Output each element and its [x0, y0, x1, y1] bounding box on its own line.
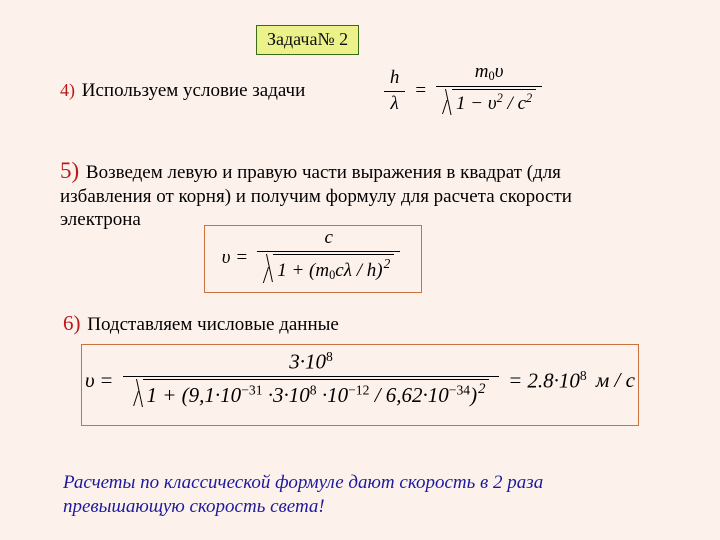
step-6: 6) Подставляем числовые данные	[63, 311, 543, 336]
f2-top: c	[319, 228, 339, 249]
f1-lhs-bot: λ	[384, 94, 404, 115]
formula-2: υ = c 1 + (m0cλ / h)2	[204, 225, 422, 293]
formula-1: h λ = m0υ 1 − υ2 / c2	[388, 62, 538, 124]
f2-lhs: υ	[222, 247, 231, 269]
f3-unit: м / с	[591, 368, 635, 393]
f3-result: 2.8·108	[527, 368, 586, 394]
f3-top: 3·108	[279, 349, 343, 374]
step-5: 5) Возведем левую и правую части выражен…	[60, 157, 620, 231]
equals-sign: =	[415, 80, 426, 102]
step-5-text: Возведем левую и правую части выражения …	[60, 162, 572, 230]
footnote: Расчеты по классической формуле дают ско…	[63, 471, 623, 519]
step-4-number: 4)	[60, 80, 75, 100]
step-4-text: Используем условие задачи	[82, 80, 306, 101]
step-6-text: Подставляем числовые данные	[87, 314, 339, 335]
step-5-number: 5)	[60, 158, 79, 183]
step-6-number: 6)	[63, 311, 81, 335]
f3-lhs: υ	[85, 368, 95, 393]
equals-sign: =	[237, 247, 248, 269]
equals-sign: =	[101, 368, 113, 393]
step-4: 4) Используем условие задачи	[60, 80, 400, 102]
formula-3: υ = 3·108 1 + (9,1·10−31 ·3·108 ·10−12 /…	[81, 344, 639, 426]
task-badge: Задача№ 2	[256, 25, 359, 55]
slide: { "layout": { "background_color": "#fdf1…	[0, 0, 720, 540]
f1-lhs-top: h	[384, 68, 406, 89]
equals-sign: =	[509, 368, 521, 393]
